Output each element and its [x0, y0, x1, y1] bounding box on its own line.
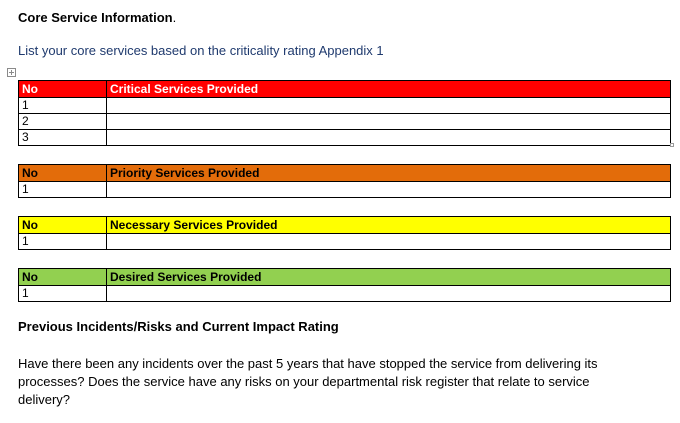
incidents-question-paragraph: Have there been any incidents over the p…: [18, 355, 658, 409]
paragraph-line: processes? Does the service have any ris…: [18, 374, 590, 389]
service-cell[interactable]: [106, 97, 671, 114]
table-row: 3: [18, 129, 671, 146]
necessary-services-table: No Necessary Services Provided 1: [18, 216, 671, 250]
necessary-col-no: No: [18, 216, 107, 234]
table-row: 1: [18, 285, 671, 302]
desired-col-title: Desired Services Provided: [106, 268, 671, 286]
table-resize-handle[interactable]: [670, 143, 674, 147]
row-number: 1: [18, 97, 107, 114]
row-number: 1: [18, 181, 107, 198]
table-move-handle-icon[interactable]: [7, 68, 16, 77]
service-cell[interactable]: [106, 113, 671, 130]
desired-table-header: No Desired Services Provided: [18, 268, 671, 286]
instruction-text: List your core services based on the cri…: [18, 43, 384, 58]
critical-services-table: No Critical Services Provided 1 2 3: [18, 80, 671, 146]
priority-services-table: No Priority Services Provided 1: [18, 164, 671, 198]
paragraph-line: delivery?: [18, 392, 71, 407]
necessary-table-header: No Necessary Services Provided: [18, 216, 671, 234]
section-title-period: .: [172, 10, 177, 25]
row-number: 2: [18, 113, 107, 130]
desired-services-table: No Desired Services Provided 1: [18, 268, 671, 302]
row-number: 1: [18, 233, 107, 250]
desired-col-no: No: [18, 268, 107, 286]
priority-table-header: No Priority Services Provided: [18, 164, 671, 182]
priority-col-title: Priority Services Provided: [106, 164, 671, 182]
row-number: 1: [18, 285, 107, 302]
critical-col-no: No: [18, 80, 107, 98]
section-title-bold: Core Service Information: [18, 10, 173, 25]
table-row: 1: [18, 181, 671, 198]
table-row: 1: [18, 97, 671, 114]
row-number: 3: [18, 129, 107, 146]
service-cell[interactable]: [106, 129, 671, 146]
section-title: Core Service Information.: [18, 9, 176, 27]
service-cell[interactable]: [106, 233, 671, 250]
table-row: 2: [18, 113, 671, 130]
priority-col-no: No: [18, 164, 107, 182]
service-cell[interactable]: [106, 181, 671, 198]
necessary-col-title: Necessary Services Provided: [106, 216, 671, 234]
service-cell[interactable]: [106, 285, 671, 302]
incidents-heading: Previous Incidents/Risks and Current Imp…: [18, 319, 339, 334]
critical-col-title: Critical Services Provided: [106, 80, 671, 98]
table-row: 1: [18, 233, 671, 250]
critical-table-header: No Critical Services Provided: [18, 80, 671, 98]
paragraph-line: Have there been any incidents over the p…: [18, 356, 598, 371]
